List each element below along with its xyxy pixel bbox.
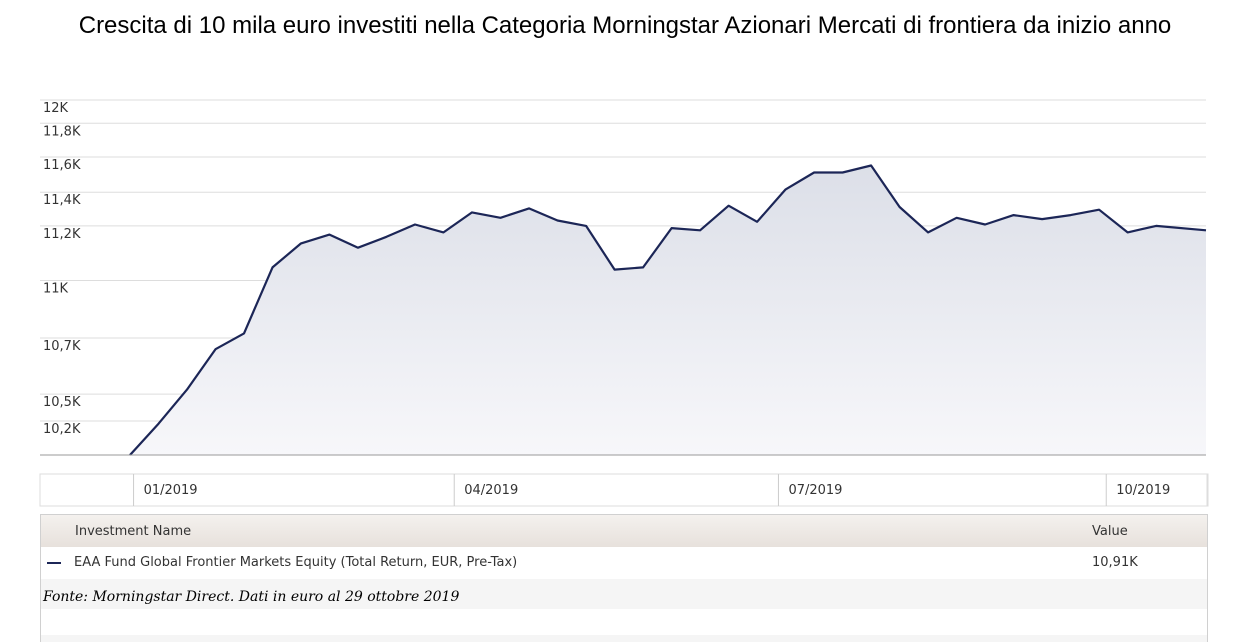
x-tick-label: 01/2019 [144,483,198,498]
chart-title: Crescita di 10 mila euro investiti nella… [78,12,1172,39]
y-tick-label: 10,7K [43,339,81,354]
series-line [129,164,1207,456]
series-line-swatch [47,562,61,564]
legend-header-name: Investment Name [75,524,192,539]
x-tick-label: 10/2019 [1116,483,1170,498]
source-note: Fonte: Morningstar Direct. Dati in euro … [43,589,460,605]
line-chart: 10,2K 10,5K 10,7K 11K 11,2K 11,4K 11,6K 11,8K 12… [39,99,1209,507]
legend-header: Investment Name Value [41,515,1207,547]
y-tick-label: 10,2K [43,422,81,437]
y-tick-label: 11K [43,281,69,296]
y-tick-label: 11,8K [43,124,81,139]
legend-table: Investment Name Value EAA Fund Global Fr… [40,514,1208,642]
x-tick-label: 07/2019 [788,483,842,498]
x-tick-label: 04/2019 [464,483,518,498]
legend-row: EAA Fund Global Frontier Markets Equity … [41,548,1207,578]
series-area [130,165,1206,455]
x-axis-band [39,473,1209,507]
legend-row-band [41,579,1207,609]
y-tick-label: 11,2K [43,227,81,242]
legend-series-value: 10,91K [1092,555,1138,570]
y-tick-label: 11,4K [43,193,81,208]
y-tick-label: 11,6K [43,158,81,173]
legend-header-value: Value [1092,524,1128,539]
y-tick-label: 10,5K [43,395,81,410]
y-tick-label: 12K [43,101,69,116]
legend-series-name: EAA Fund Global Frontier Markets Equity … [74,555,518,570]
legend-row-band [41,635,1207,642]
